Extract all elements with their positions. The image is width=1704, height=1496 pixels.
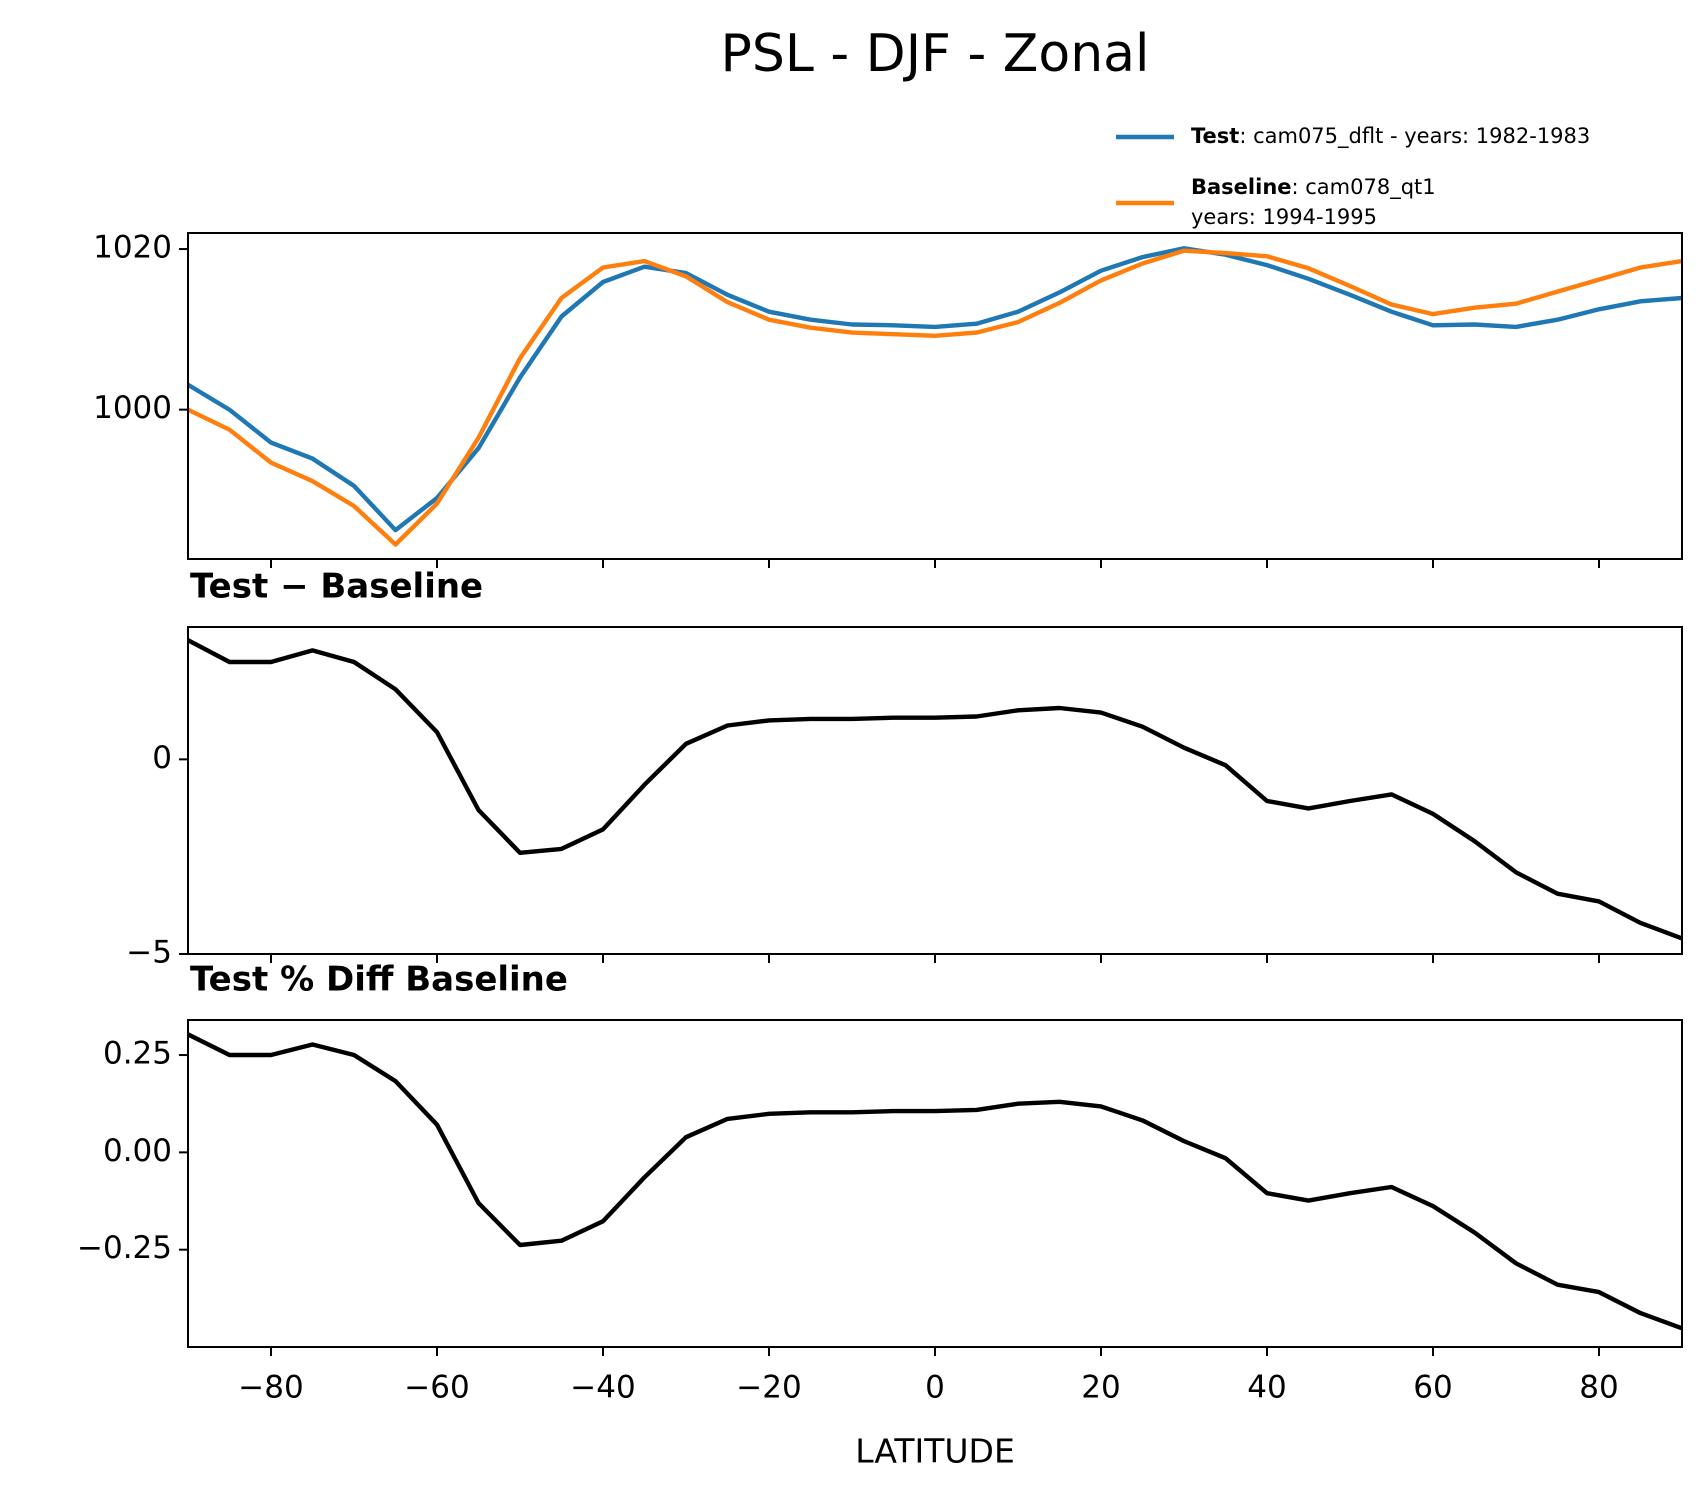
legend-text: : cam075_dflt - years: 1982-1983 [1239,124,1590,149]
legend-name: Baseline [1191,175,1292,199]
y-tick-label: 1000 [93,390,172,426]
legend-text: years: 1994-1995 [1191,205,1377,229]
series-line [187,248,1683,547]
x-tick-label: 40 [1247,1370,1286,1406]
axes-frame [187,626,1683,955]
y-tick-label: 0.25 [103,1036,172,1072]
series-line [186,638,1683,941]
panel-subtitle: Test − Baseline [190,567,483,607]
x-tick-label: −40 [570,1370,635,1406]
legend-text: : cam078_qt1 [1292,175,1436,200]
panel-subtitle: Test % Diff Baseline [190,960,568,1000]
x-axis-label: LATITUDE [855,1432,1015,1471]
y-tick-label: −0.25 [77,1230,172,1266]
x-tick-label: −20 [736,1370,801,1406]
axes-frame [187,1019,1683,1348]
legend-label: Test: cam075_dflt - years: 1982-1983 [1191,124,1590,149]
x-tick-label: 80 [1579,1370,1618,1406]
figure-title: PSL - DJF - Zonal [721,24,1150,84]
x-tick-label: 60 [1413,1370,1452,1406]
series-line [186,246,1683,533]
legend-label: Baseline: cam078_qt1 years: 1994-1995 [1191,175,1436,229]
legend-name: Test [1191,124,1239,148]
series-line [187,1032,1683,1331]
y-tick-label: 0.00 [103,1133,172,1169]
x-tick-label: −60 [404,1370,469,1406]
x-tick-label: 20 [1081,1370,1120,1406]
x-tick-label: −80 [238,1370,303,1406]
x-tick-label: 0 [925,1370,945,1406]
y-tick-label: 1020 [93,230,172,266]
y-tick-label: 0 [152,740,172,776]
y-tick-label: −5 [126,935,172,971]
axes-frame [187,232,1683,560]
